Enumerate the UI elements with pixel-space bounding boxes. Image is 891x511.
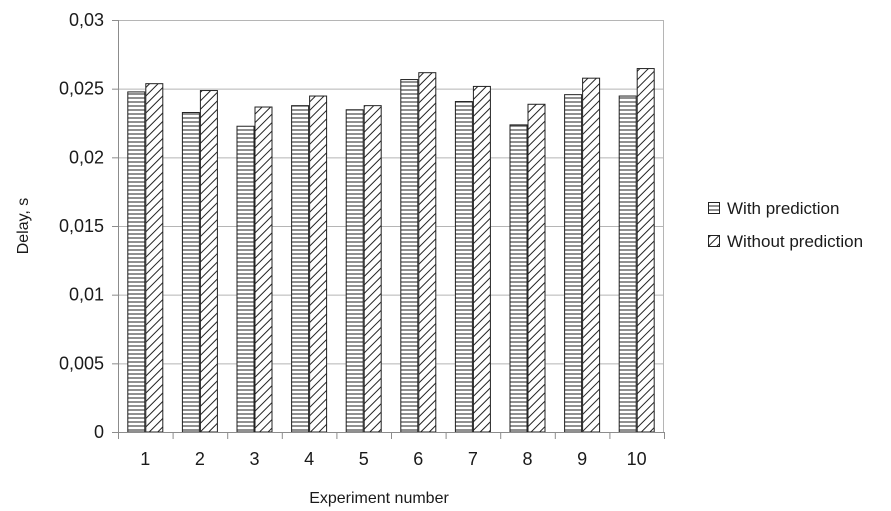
x-axis-title: Experiment number: [309, 490, 449, 507]
y-tick-label-6: 0,03: [69, 10, 104, 30]
x-tick-label-2: 2: [195, 449, 205, 469]
x-tick-labels: 1 2 3 4 5 6 7 8 9 10: [140, 449, 646, 469]
y-tick-label-5: 0,025: [59, 79, 104, 99]
legend-label-without-prediction: Without prediction: [727, 232, 863, 251]
bar-with-prediction-1: [127, 91, 146, 433]
x-tick-label-7: 7: [468, 449, 478, 469]
bar-with-prediction-4: [291, 105, 310, 433]
legend: With prediction Without prediction: [708, 199, 863, 251]
y-axis-title: Delay, s: [15, 198, 32, 255]
y-tick-label-3: 0,015: [59, 216, 104, 236]
x-tick-label-8: 8: [522, 449, 532, 469]
x-tick-label-6: 6: [413, 449, 423, 469]
bar-with-prediction-6: [400, 79, 419, 433]
x-tick-label-4: 4: [304, 449, 314, 469]
x-tick-label-5: 5: [359, 449, 369, 469]
bar-with-prediction-8: [509, 124, 528, 433]
bar-without-prediction-7: [472, 85, 491, 433]
bar-with-prediction-5: [345, 109, 364, 433]
bar-without-prediction-1: [145, 83, 164, 433]
bar-without-prediction-6: [418, 72, 437, 433]
x-tick-label-1: 1: [140, 449, 150, 469]
bar-without-prediction-9: [582, 77, 601, 433]
bar-without-prediction-3: [254, 106, 273, 433]
bars: [127, 68, 655, 433]
x-tick-label-10: 10: [627, 449, 647, 469]
bar-without-prediction-10: [636, 68, 655, 433]
legend-label-with-prediction: With prediction: [727, 199, 839, 218]
bar-without-prediction-4: [309, 95, 328, 433]
y-tick-labels: 0 0,005 0,01 0,015 0,02 0,025 0,03: [59, 10, 104, 442]
x-tick-label-3: 3: [249, 449, 259, 469]
y-tick-label-2: 0,01: [69, 285, 104, 305]
bar-with-prediction-7: [454, 101, 473, 433]
bar-with-prediction-2: [181, 112, 200, 433]
bar-with-prediction-10: [618, 95, 637, 433]
y-tick-label-0: 0: [94, 422, 104, 442]
bar-without-prediction-8: [527, 103, 546, 433]
axes: [112, 20, 665, 439]
legend-swatch-with-prediction: [708, 202, 720, 214]
bar-without-prediction-5: [363, 105, 382, 433]
x-tick-label-9: 9: [577, 449, 587, 469]
y-tick-label-1: 0,005: [59, 353, 104, 373]
y-tick-label-4: 0,02: [69, 147, 104, 167]
bar-without-prediction-2: [199, 90, 218, 433]
bar-with-prediction-3: [236, 125, 255, 433]
legend-swatch-without-prediction: [708, 235, 720, 247]
bar-with-prediction-9: [564, 94, 583, 433]
